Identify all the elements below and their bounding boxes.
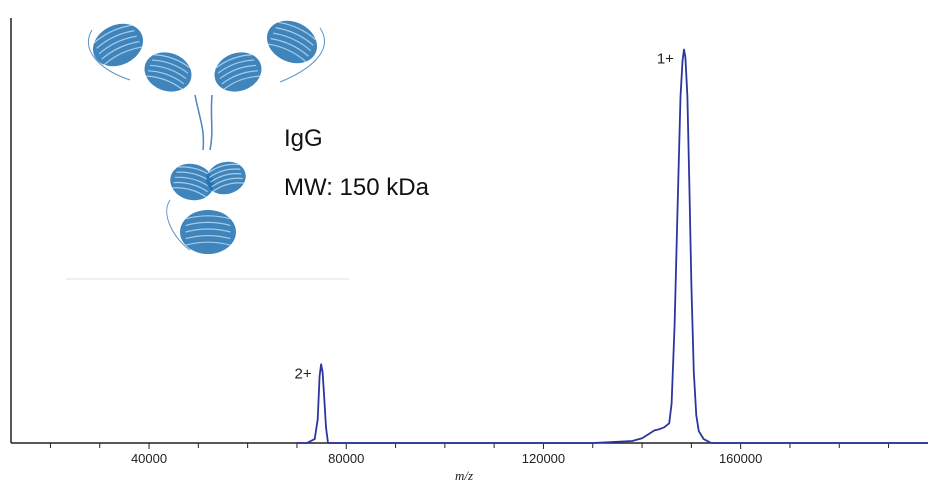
x-tick-label: 40000	[131, 451, 167, 466]
antibody-structure-icon	[87, 20, 325, 254]
molecular-weight-label: MW: 150 kDa	[284, 174, 430, 201]
peak-label: 1+	[657, 50, 674, 67]
igg-label: IgG	[284, 125, 323, 152]
spectrum-series	[296, 48, 928, 444]
peak-annotations: 2+ 1+	[294, 50, 674, 382]
chart-axes: 40000 80000 120000 160000 m/z	[10, 18, 928, 483]
domain-blob	[214, 52, 262, 92]
domain-blob	[144, 52, 192, 92]
x-tick-label: 80000	[328, 451, 364, 466]
x-tick-label: 120000	[522, 451, 565, 466]
igg-structure-inset: IgG MW: 150 kDa	[66, 20, 430, 280]
x-tick-label: 160000	[719, 451, 762, 466]
spectrum-line	[296, 48, 928, 444]
domain-blob	[266, 20, 318, 64]
domain-blob	[92, 23, 144, 67]
domain-blob	[180, 210, 236, 254]
x-axis-title: m/z	[455, 468, 473, 483]
peak-label: 2+	[294, 365, 311, 382]
domain-blob	[206, 161, 246, 195]
